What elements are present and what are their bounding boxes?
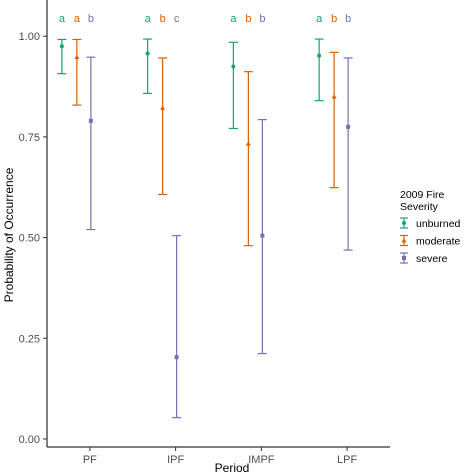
significance-letter: c	[174, 13, 180, 25]
legend-key-marker	[401, 238, 407, 243]
plot-area: a a a aa b b bb c b b	[57, 13, 353, 419]
x-tick-label: PF	[83, 454, 97, 466]
x-tick-label: LPF	[337, 454, 357, 466]
point-moderate	[245, 141, 251, 146]
point-moderate	[160, 105, 166, 110]
y-tick-label: 1.00	[19, 31, 40, 43]
point-unburned	[145, 51, 150, 56]
significance-letter: a	[230, 13, 237, 25]
legend-label: moderate	[416, 236, 461, 248]
point-moderate	[331, 94, 337, 99]
x-tick-label: IMPF	[248, 454, 275, 466]
x-tick-label: IPF	[167, 454, 184, 466]
legend-title-line: Severity	[400, 201, 439, 213]
legend-title: 2009 Fire Severity	[400, 189, 445, 213]
legend-label: severe	[416, 253, 448, 265]
y-tick-label: 0.50	[19, 233, 40, 245]
x-axis: PF IPF IMPF LPF	[47, 446, 390, 466]
y-tick-label: 0.75	[19, 132, 40, 144]
significance-letter: a	[74, 13, 81, 25]
legend-item-moderate: moderate	[400, 234, 461, 248]
x-axis-title: Period	[215, 461, 250, 475]
y-axis-title: Probability of Occurrence	[2, 167, 16, 302]
significance-letter: b	[160, 13, 166, 25]
significance-letter: a	[316, 13, 323, 25]
legend-title-line: 2009 Fire	[400, 189, 445, 201]
significance-letter: b	[259, 13, 265, 25]
legend-item-severe: severe	[400, 252, 448, 265]
point-unburned	[59, 44, 64, 49]
point-unburned	[317, 53, 322, 58]
significance-letter: b	[245, 13, 251, 25]
significance-letter: b	[88, 13, 94, 25]
point-unburned	[231, 64, 236, 69]
legend-item-unburned: unburned	[400, 217, 461, 230]
significance-letter: a	[59, 13, 66, 25]
legend: 2009 Fire Severity unburned moderate severe	[400, 189, 461, 265]
point-severe	[88, 118, 93, 123]
legend-label: unburned	[416, 218, 461, 230]
y-tick-label: 0.00	[19, 434, 40, 446]
y-tick-label: 0.25	[19, 333, 40, 345]
y-axis: 0.00 0.25 0.50 0.75 1.00	[19, 0, 48, 447]
significance-letter: b	[331, 13, 337, 25]
point-moderate	[74, 54, 80, 60]
point-severe	[346, 124, 351, 129]
significance-letter: b	[345, 13, 351, 25]
significance-letter: a	[145, 13, 152, 25]
legend-key-marker	[402, 256, 406, 260]
point-severe	[174, 355, 179, 360]
point-severe	[260, 233, 265, 238]
legend-key-marker	[402, 221, 406, 225]
